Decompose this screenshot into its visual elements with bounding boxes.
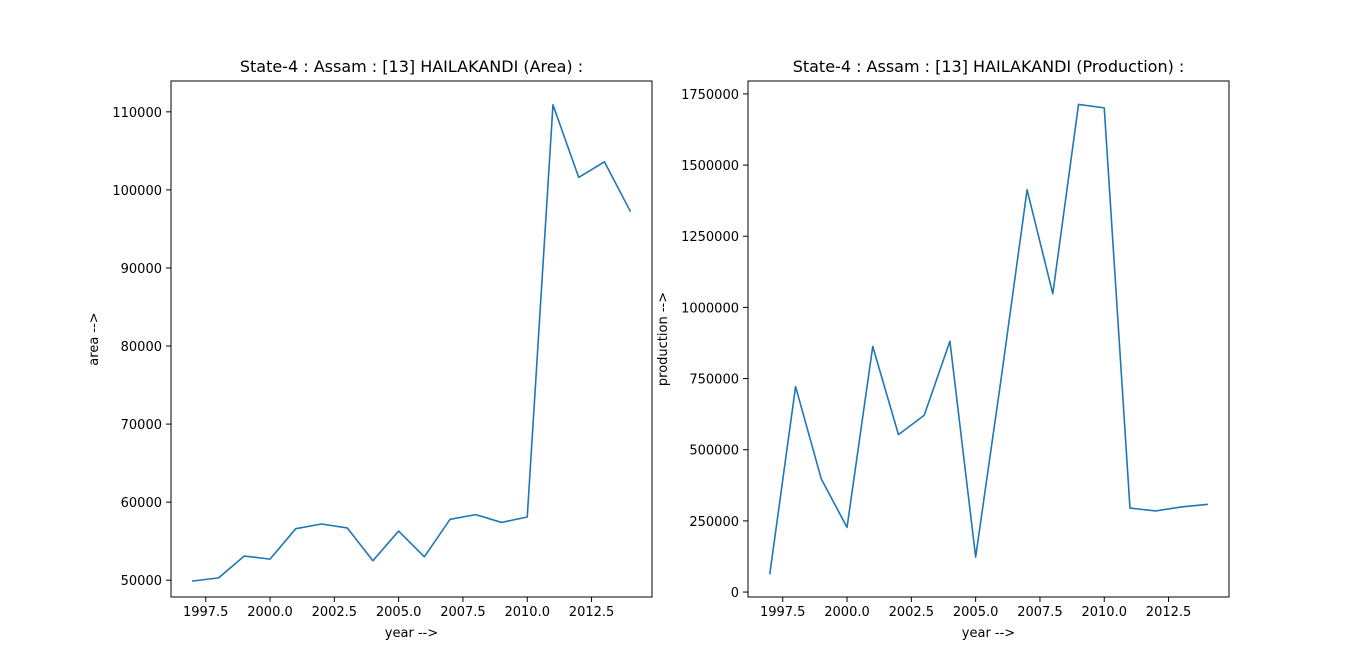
production-chart-y-tick-label: 1250000	[681, 230, 739, 245]
production-chart-x-axis-label: year -->	[962, 626, 1015, 641]
area-chart-x-tick-label: 2012.5	[569, 605, 615, 620]
production-chart-x-tick-label: 2010.0	[1081, 605, 1127, 620]
production-chart-y-tick-label: 250000	[689, 515, 739, 530]
production-chart-x-tick-label: 2007.5	[1017, 605, 1063, 620]
area-chart-x-tick-label: 2000.0	[247, 605, 293, 620]
production-chart-frame	[747, 80, 1230, 598]
area-chart-x-tick-label: 2007.5	[440, 605, 486, 620]
production-chart-ticks: 1997.5 2000.0 2002.5 2005.0 2007.5 2010.0 2012…	[681, 88, 1191, 620]
production-chart-x-tick-label: 2002.5	[889, 605, 935, 620]
area-chart-x-tick-label: 2005.0	[376, 605, 422, 620]
area-chart-y-axis-label: area -->	[87, 312, 102, 365]
area-chart-y-tick-label: 70000	[121, 418, 162, 433]
production-chart-x-tick-label: 2012.5	[1146, 605, 1192, 620]
production-chart-title: State-4 : Assam : [13] HAILAKANDI (Produ…	[793, 57, 1185, 76]
area-chart-series	[191, 104, 632, 582]
area-chart-y-tick-label: 60000	[121, 496, 162, 511]
area-chart: State-4 : Assam : [13] HAILAKANDI (Area)…	[87, 57, 653, 641]
area-chart-y-tick-label: 110000	[112, 106, 162, 121]
area-chart-y-tick-label: 50000	[121, 574, 162, 589]
area-chart-series-line	[191, 104, 632, 582]
area-chart-frame	[170, 80, 653, 598]
production-chart-y-tick-label: 750000	[689, 373, 739, 388]
area-chart-ticks: 1997.5 2000.0 2002.5 2005.0 2007.5 2010.0 2012…	[112, 106, 614, 620]
area-chart-y-tick-label: 80000	[121, 340, 162, 355]
production-chart-series	[768, 103, 1209, 575]
area-chart-x-tick-label: 1997.5	[183, 605, 229, 620]
production-chart: State-4 : Assam : [13] HAILAKANDI (Produ…	[656, 57, 1230, 641]
production-chart-x-tick-label: 2005.0	[953, 605, 999, 620]
area-chart-title: State-4 : Assam : [13] HAILAKANDI (Area)…	[240, 57, 583, 76]
production-chart-x-tick-label: 1997.5	[760, 605, 806, 620]
production-chart-y-tick-label: 1500000	[681, 159, 739, 174]
area-chart-x-tick-label: 2002.5	[312, 605, 358, 620]
production-chart-y-axis-label: production -->	[656, 292, 671, 386]
area-chart-y-tick-label: 100000	[112, 184, 162, 199]
production-chart-x-tick-label: 2000.0	[824, 605, 870, 620]
production-chart-y-tick-label: 500000	[689, 444, 739, 459]
production-chart-series-line	[768, 103, 1209, 575]
production-chart-y-tick-label: 0	[731, 586, 739, 601]
production-chart-y-tick-label: 1750000	[681, 88, 739, 103]
area-chart-y-tick-label: 90000	[121, 262, 162, 277]
production-chart-y-tick-label: 1000000	[681, 301, 739, 316]
area-chart-x-axis-label: year -->	[385, 626, 438, 641]
area-chart-x-tick-label: 2010.0	[504, 605, 550, 620]
